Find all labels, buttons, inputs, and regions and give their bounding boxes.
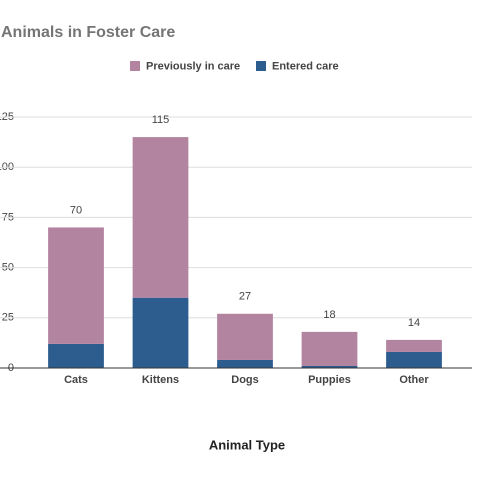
bar-segment [132,297,189,368]
x-tick-label: Dogs [231,374,259,386]
bar-segment [217,313,273,360]
bar-segment [386,339,442,352]
legend-swatch [256,61,266,71]
total-label: 27 [239,291,251,303]
x-tick-label: Puppies [308,374,351,386]
x-axis-title: Animal Type [209,437,285,452]
x-tick-label: Kittens [142,374,179,386]
total-label: 115 [152,114,170,126]
legend-label: Previously in care [146,60,240,72]
bar-segment [217,359,273,368]
bar-segment [386,351,442,368]
x-tick-label: Other [399,374,429,386]
bar-segment [48,227,104,344]
total-label: 18 [323,309,335,321]
legend-swatch [130,61,140,71]
chart-title: Animals in Foster Care [1,24,175,41]
bar-segment [301,331,358,366]
bar-segment [301,365,358,368]
legend-label: Entered care [272,60,339,72]
x-tick-label: Cats [64,374,88,386]
total-label: 14 [408,317,420,329]
total-label: 70 [70,204,82,216]
bar-segment [48,343,104,368]
bar-segment [132,137,189,298]
